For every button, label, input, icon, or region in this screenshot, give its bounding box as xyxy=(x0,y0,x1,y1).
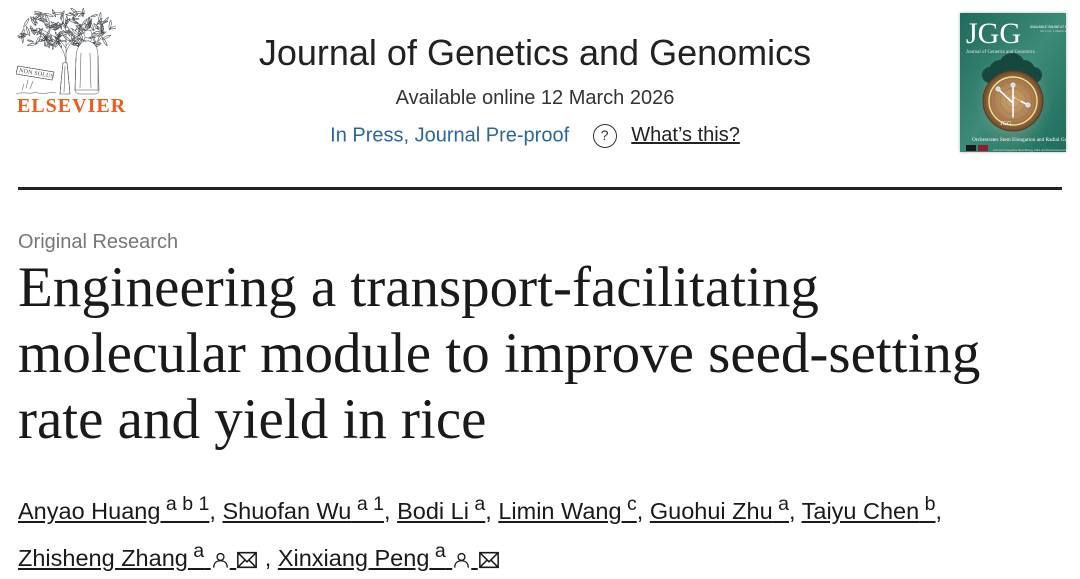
svg-text:Journal of Integrative Plant B: Journal of Integrative Plant Biology, Pl… xyxy=(993,148,1066,152)
svg-text:Orchestrates Stem Elongation a: Orchestrates Stem Elongation and Radial … xyxy=(972,137,1066,143)
svg-text:JGG: JGG xyxy=(1000,121,1012,127)
svg-text:JGG: JGG xyxy=(966,17,1021,50)
svg-text:Vol 1 No. 1 March 2026: Vol 1 No. 1 March 2026 xyxy=(1040,29,1066,33)
svg-text:Journal of Genetics and Genomi: Journal of Genetics and Genomics xyxy=(966,50,1035,55)
